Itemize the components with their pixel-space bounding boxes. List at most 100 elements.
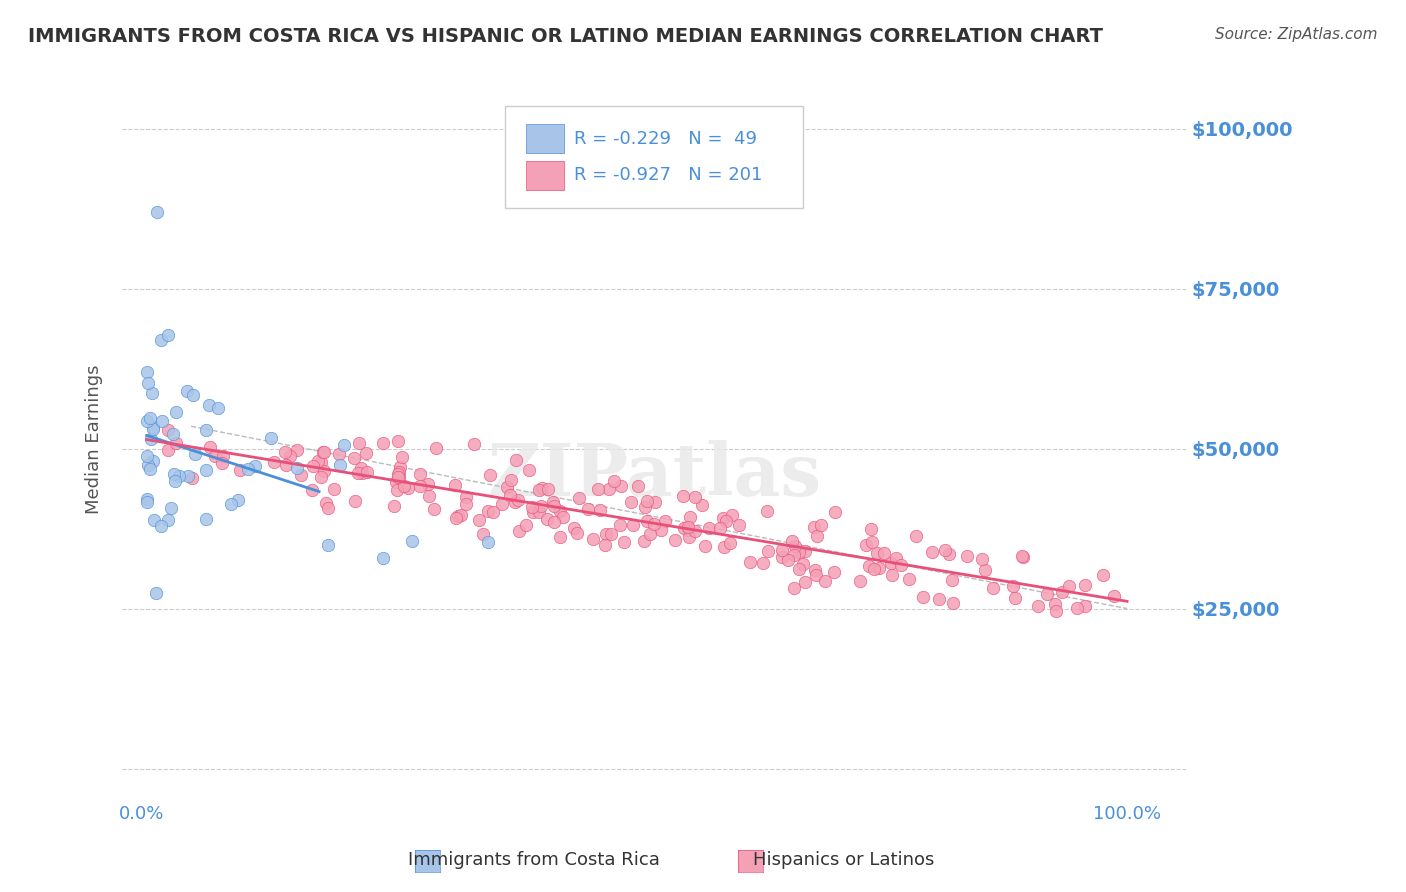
Point [880, 567, 903, 582]
Point [312, 445, 335, 459]
Point [315, 495, 337, 509]
Point [165, 404, 187, 418]
Point [527, 483, 550, 497]
Point [347, 436, 370, 450]
Point [782, 534, 804, 549]
Point [880, 556, 903, 570]
Point [311, 470, 333, 484]
Point [548, 530, 571, 544]
Point [806, 529, 828, 543]
Point [728, 518, 751, 533]
Point [322, 482, 344, 496]
Point [309, 455, 332, 469]
Point [515, 517, 537, 532]
Point [711, 511, 734, 525]
Point [211, 449, 233, 463]
Point [636, 494, 658, 508]
Point [195, 463, 218, 477]
Point [595, 527, 617, 541]
Point [505, 453, 527, 467]
Point [491, 497, 513, 511]
Point [382, 500, 405, 514]
Point [770, 543, 793, 558]
Point [139, 432, 162, 446]
Point [181, 471, 204, 485]
Point [328, 447, 350, 461]
Point [350, 460, 373, 475]
Point [582, 532, 605, 546]
Point [401, 534, 423, 549]
Point [905, 529, 928, 543]
Point [718, 536, 741, 550]
Point [865, 546, 887, 560]
Point [1050, 585, 1073, 599]
Point [165, 436, 187, 450]
Point [444, 477, 467, 491]
Point [447, 509, 470, 524]
Point [679, 510, 702, 524]
Point [716, 514, 738, 528]
Point [145, 204, 167, 219]
Point [136, 458, 159, 473]
Point [219, 497, 242, 511]
Point [478, 468, 501, 483]
Point [1074, 578, 1097, 592]
Point [285, 461, 308, 475]
Point [697, 521, 720, 535]
Point [664, 533, 686, 547]
Text: Source: ZipAtlas.com: Source: ZipAtlas.com [1215, 27, 1378, 42]
Point [259, 431, 281, 445]
Point [142, 422, 165, 436]
Point [537, 482, 560, 496]
Point [354, 446, 377, 460]
Point [568, 491, 591, 506]
Text: IMMIGRANTS FROM COSTA RICA VS HISPANIC OR LATINO MEDIAN EARNINGS CORRELATION CHA: IMMIGRANTS FROM COSTA RICA VS HISPANIC O… [28, 27, 1104, 45]
Point [776, 552, 799, 566]
Point [346, 466, 368, 480]
Point [387, 434, 409, 448]
Point [541, 495, 564, 509]
Point [941, 573, 963, 587]
Point [333, 438, 356, 452]
Point [886, 550, 908, 565]
Point [683, 524, 706, 538]
Point [388, 466, 411, 480]
Point [855, 538, 877, 552]
Point [499, 487, 522, 501]
Point [467, 513, 489, 527]
Point [388, 460, 411, 475]
Point [207, 401, 229, 415]
Point [194, 423, 217, 437]
Point [567, 525, 589, 540]
Point [548, 503, 571, 517]
Point [387, 470, 409, 484]
Point [824, 505, 846, 519]
Point [159, 500, 181, 515]
Point [329, 458, 352, 472]
Text: Hispanics or Latinos: Hispanics or Latinos [752, 851, 935, 869]
Point [301, 483, 323, 497]
Point [318, 500, 340, 515]
Point [589, 503, 612, 517]
Point [150, 414, 173, 428]
Point [456, 497, 478, 511]
Point [385, 483, 408, 497]
Point [135, 491, 157, 506]
Point [343, 451, 366, 466]
Point [1028, 599, 1050, 613]
Point [603, 475, 626, 489]
Point [472, 527, 495, 541]
Point [672, 489, 695, 503]
Point [613, 534, 636, 549]
Point [314, 444, 336, 458]
Point [794, 543, 817, 558]
Point [496, 479, 519, 493]
Point [912, 590, 935, 604]
Point [873, 546, 896, 560]
Point [204, 449, 226, 463]
Point [972, 552, 994, 566]
Point [156, 513, 179, 527]
Point [586, 483, 609, 497]
Point [683, 490, 706, 504]
Point [344, 494, 367, 508]
